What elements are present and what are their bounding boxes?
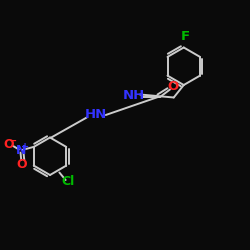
Text: Cl: Cl — [62, 176, 75, 188]
Text: N: N — [16, 144, 26, 157]
Text: O: O — [4, 138, 14, 151]
Text: F: F — [180, 30, 190, 43]
Text: HN: HN — [85, 108, 108, 122]
Text: O: O — [16, 158, 26, 171]
Text: −: − — [10, 136, 18, 145]
Text: NH: NH — [122, 89, 145, 102]
Text: +: + — [22, 142, 30, 152]
Text: O: O — [167, 80, 178, 94]
